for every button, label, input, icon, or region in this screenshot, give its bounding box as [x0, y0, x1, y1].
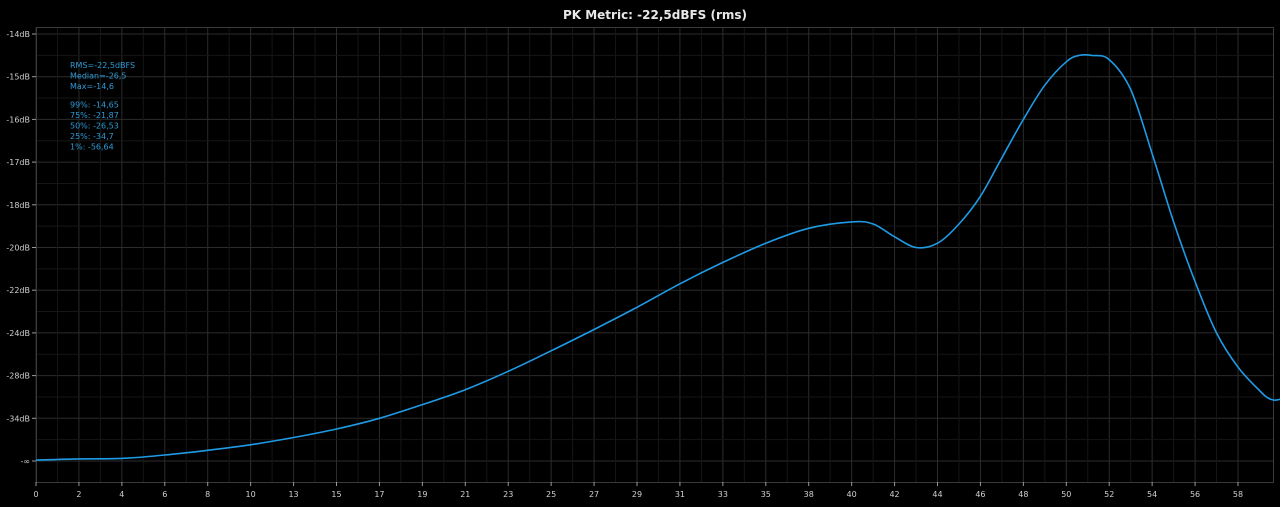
x-tick-label: 50: [1061, 490, 1071, 499]
x-tick-label: 58: [1233, 490, 1243, 499]
x-tick-label: 35: [761, 490, 771, 499]
x-tick-label: 52: [1104, 490, 1114, 499]
x-tick-label: 38: [804, 490, 814, 499]
x-tick-label: 15: [331, 490, 341, 499]
stats-percentile-line: 75%: -21,87: [70, 111, 119, 120]
x-tick-label: 23: [503, 490, 513, 499]
y-tick-label: -20dB: [6, 244, 30, 253]
x-tick-label: 13: [288, 490, 298, 499]
y-tick-label: -15dB: [6, 73, 30, 82]
x-tick-label: 40: [847, 490, 857, 499]
y-tick-label: -∞: [20, 457, 30, 466]
x-tick-label: 4: [119, 490, 124, 499]
x-tick-label: 33: [718, 490, 728, 499]
y-tick-label: -14dB: [6, 30, 30, 39]
stats-percentile-line: 99%: -14,65: [70, 101, 119, 110]
x-tick-label: 56: [1190, 490, 1200, 499]
x-tick-label: 44: [932, 490, 942, 499]
x-tick-label: 27: [589, 490, 599, 499]
x-tick-label: 46: [975, 490, 985, 499]
x-tick-label: 17: [374, 490, 384, 499]
y-tick-label: -17dB: [6, 158, 30, 167]
x-tick-label: 31: [675, 490, 685, 499]
x-tick-label: 42: [889, 490, 899, 499]
y-tick-label: -24dB: [6, 329, 30, 338]
x-tick-label: 10: [246, 490, 256, 499]
stats-percentile-line: 1%: -56,64: [70, 143, 114, 152]
stats-percentile-line: 50%: -26,53: [70, 122, 119, 131]
x-tick-label: 48: [1018, 490, 1028, 499]
stats-summary-line: RMS=-22,5dBFS: [70, 61, 135, 70]
grid-major: [35, 27, 1273, 482]
chart-title: PK Metric: -22,5dBFS (rms): [563, 8, 747, 22]
y-tick-label: -28dB: [6, 372, 30, 381]
y-axis-ticks: -14dB -15dB -16dB -17dB -18dB -20dB -22dB -24dB…: [6, 30, 36, 466]
x-tick-label: 25: [546, 490, 556, 499]
plot-frame: [36, 27, 1274, 483]
x-tick-label: 0: [33, 490, 38, 499]
x-tick-label: 2: [76, 490, 81, 499]
x-tick-label: 6: [162, 490, 167, 499]
x-tick-label: 21: [460, 490, 470, 499]
y-tick-label: -18dB: [6, 201, 30, 210]
y-tick-label: -34dB: [6, 414, 30, 423]
x-tick-label: 29: [632, 490, 642, 499]
stats-summary-line: Median=-26,5: [70, 72, 127, 81]
stats-percentile-line: 25%: -34,7: [70, 132, 114, 141]
series-line: [35, 53, 1280, 461]
x-axis-ticks: 0 2 4 6 8 10 13 15 17 19 21 23 25 27 29 31 33 35 38 40 42 44 4…: [33, 482, 1243, 499]
y-tick-label: -22dB: [6, 286, 30, 295]
grid-minor: [36, 27, 1273, 482]
x-tick-label: 19: [417, 490, 427, 499]
stats-summary-line: Max=-14,6: [70, 82, 114, 91]
x-tick-label: 8: [205, 490, 210, 499]
y-tick-label: -16dB: [6, 115, 30, 124]
x-tick-label: 54: [1147, 490, 1157, 499]
